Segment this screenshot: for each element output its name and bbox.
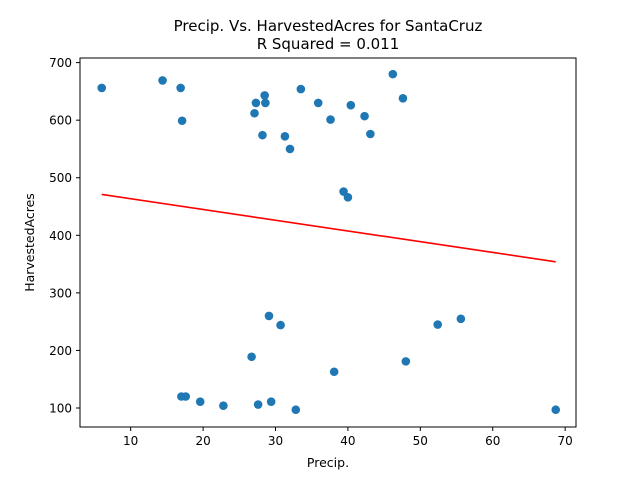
plot-area — [97, 69, 561, 415]
x-axis: 10 20 30 40 50 60 70 — [123, 427, 573, 448]
data-point-4 — [177, 116, 187, 126]
data-point-23 — [313, 98, 323, 108]
x-axis-label: Precip. — [307, 455, 349, 470]
plot-frame — [79, 57, 577, 428]
y-tick-label-500: 500 — [49, 171, 72, 185]
y-tick-label-400: 400 — [49, 229, 72, 243]
data-point-6 — [181, 392, 191, 401]
data-point-25 — [329, 367, 339, 377]
x-tick-label-70: 70 — [557, 434, 572, 448]
data-point-31 — [388, 69, 398, 79]
data-point-27 — [343, 193, 353, 202]
y-tick-label-200: 200 — [49, 344, 72, 358]
y-tick-label-100: 100 — [49, 402, 72, 416]
x-tick-label-10: 10 — [123, 434, 138, 448]
data-point-16 — [264, 311, 274, 321]
data-point-22 — [296, 84, 306, 94]
x-tick-label-60: 60 — [485, 434, 500, 448]
data-point-12 — [253, 400, 263, 409]
data-point-35 — [456, 314, 466, 324]
y-axis: 100 200 300 400 500 600 700 — [49, 56, 80, 416]
data-point-29 — [360, 111, 369, 121]
data-point-10 — [250, 108, 259, 118]
data-point-11 — [251, 98, 261, 108]
data-point-36 — [551, 405, 561, 415]
y-tick-label-300: 300 — [49, 286, 72, 300]
x-tick-label-50: 50 — [413, 434, 428, 448]
x-tick-label-20: 20 — [195, 434, 210, 448]
y-tick-label-600: 600 — [49, 114, 72, 128]
data-point-34 — [433, 320, 443, 329]
chart-subtitle: R Squared = 0.011 — [257, 35, 400, 53]
data-point-18 — [276, 320, 285, 330]
data-point-14 — [260, 91, 269, 100]
data-point-32 — [398, 94, 408, 103]
data-point-13 — [258, 130, 267, 140]
data-point-21 — [291, 405, 301, 415]
data-point-28 — [346, 100, 356, 110]
regression-line — [101, 193, 556, 263]
data-point-20 — [285, 144, 295, 154]
data-point-33 — [401, 357, 411, 366]
x-tick-label-40: 40 — [340, 434, 355, 448]
data-point-30 — [366, 129, 375, 139]
chart-title: Precip. Vs. HarvestedAcres for SantaCruz — [174, 17, 483, 35]
x-tick-label-30: 30 — [268, 434, 283, 448]
data-point-9 — [247, 352, 256, 362]
y-axis-label: HarvestedAcres — [22, 193, 37, 292]
data-point-8 — [219, 401, 228, 411]
data-point-17 — [266, 397, 276, 406]
data-point-7 — [195, 397, 205, 406]
data-point-15 — [261, 98, 270, 108]
data-point-19 — [280, 131, 290, 141]
data-point-1 — [97, 83, 107, 93]
data-point-2 — [158, 76, 167, 85]
y-tick-label-700: 700 — [49, 56, 72, 70]
data-point-24 — [326, 115, 335, 124]
data-point-3 — [176, 83, 185, 93]
